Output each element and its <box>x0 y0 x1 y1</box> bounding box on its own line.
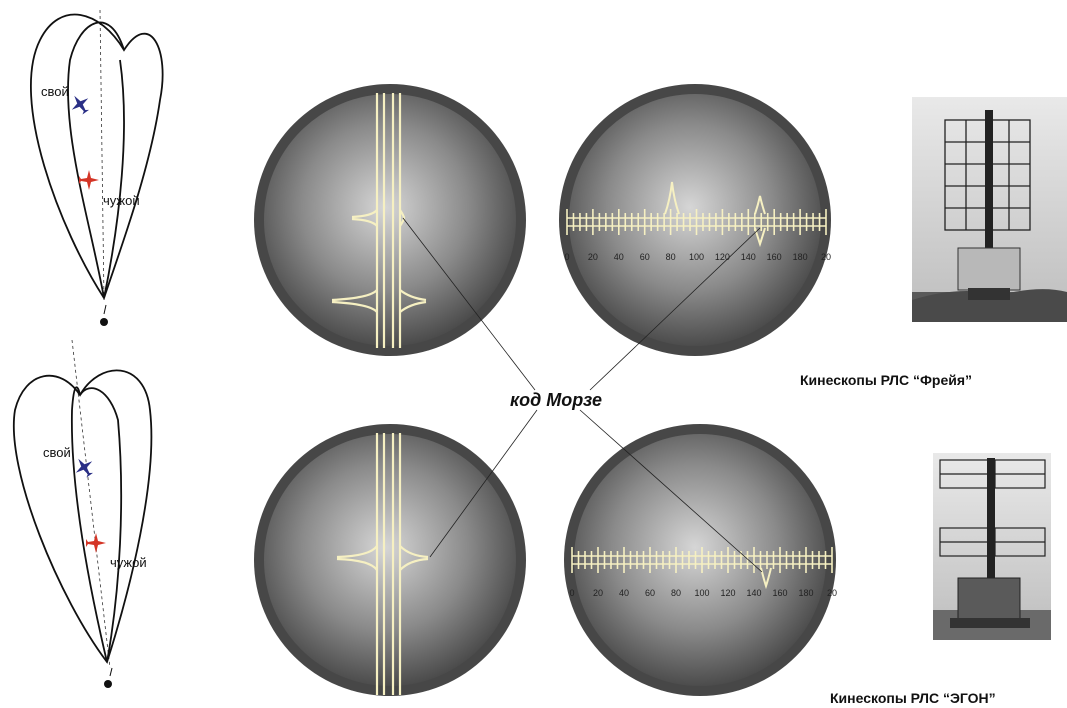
azimuth-trace <box>331 93 427 348</box>
range-tick-label: 60 <box>645 588 655 598</box>
own-plane-icon <box>71 95 90 115</box>
crt-face <box>569 94 821 346</box>
crt-face <box>264 94 516 346</box>
range-tick-label: 20 <box>593 588 603 598</box>
antenna-mark <box>109 667 113 677</box>
morse-code-label: код Морзе <box>510 390 602 410</box>
range-tick-label: 0 <box>569 588 574 598</box>
foreign-label: чужой <box>103 193 140 208</box>
axis-line <box>99 9 105 301</box>
lobe-inner <box>70 386 108 663</box>
range-tick-label: 180 <box>798 588 813 598</box>
range-tick-label: 80 <box>671 588 681 598</box>
range-tick-label: 100 <box>689 252 704 262</box>
radar-station-dot <box>100 318 108 326</box>
range-tick-label: 20 <box>827 588 837 598</box>
own-plane-icon <box>75 458 94 478</box>
range-tick-label: 160 <box>767 252 782 262</box>
lobe-inner-right <box>79 387 123 663</box>
lobe-diagram-top: свой чужой <box>30 9 164 326</box>
range-tick-label: 180 <box>793 252 808 262</box>
range-tick-label: 0 <box>564 252 569 262</box>
azimuth-trace <box>336 433 429 695</box>
range-tick-label: 140 <box>741 252 756 262</box>
crt-face <box>574 434 826 686</box>
egon-caption: Кинескопы РЛС “ЭГОН” <box>830 690 996 706</box>
axis-line <box>71 339 111 669</box>
own-label: свой <box>41 84 69 99</box>
range-tick-label: 60 <box>640 252 650 262</box>
range-tick-labels: 0 20 40 60 80 100 120 140 160 180 20 <box>569 588 837 598</box>
range-tick-label: 80 <box>666 252 676 262</box>
echo-pulses <box>664 181 766 248</box>
crt-screen-egon-azimuth <box>254 424 526 696</box>
radar-station-dot <box>104 680 112 688</box>
foreign-label: чужой <box>110 555 147 570</box>
range-tick-labels: 0 20 40 60 80 100 120 140 160 180 20 <box>564 252 831 262</box>
crt-screen-egon-range: 0 20 40 60 80 100 120 140 160 180 20 <box>564 424 837 696</box>
antenna-mark <box>103 304 107 315</box>
egon-radar-photo <box>933 453 1051 640</box>
range-tick-label: 20 <box>821 252 831 262</box>
crt-screen-freya-range: 0 20 40 60 80 100 120 140 160 180 20 <box>559 84 831 356</box>
foreign-plane-icon <box>86 533 106 553</box>
lobe-diagram-bottom: свой чужой <box>12 339 153 688</box>
range-tick-label: 160 <box>772 588 787 598</box>
lobe-inner <box>67 21 125 299</box>
lobe-left <box>30 13 164 301</box>
range-scale <box>566 209 827 235</box>
crt-screen-freya-azimuth <box>254 84 526 356</box>
crt-face <box>264 434 516 686</box>
range-tick-label: 120 <box>715 252 730 262</box>
morse-connector-lines <box>402 217 763 573</box>
range-tick-label: 40 <box>619 588 629 598</box>
range-tick-label: 100 <box>694 588 709 598</box>
range-tick-label: 120 <box>720 588 735 598</box>
echo-pulses <box>760 567 772 590</box>
range-tick-label: 20 <box>588 252 598 262</box>
freya-radar-photo <box>912 97 1067 322</box>
range-tick-label: 140 <box>746 588 761 598</box>
own-label: свой <box>43 445 71 460</box>
lobe-inner-right <box>103 59 125 299</box>
freya-caption: Кинескопы РЛС “Фрейя” <box>800 372 973 388</box>
foreign-plane-icon <box>79 170 99 190</box>
lobe-left <box>12 369 153 664</box>
range-tick-label: 40 <box>614 252 624 262</box>
range-scale <box>571 547 833 573</box>
